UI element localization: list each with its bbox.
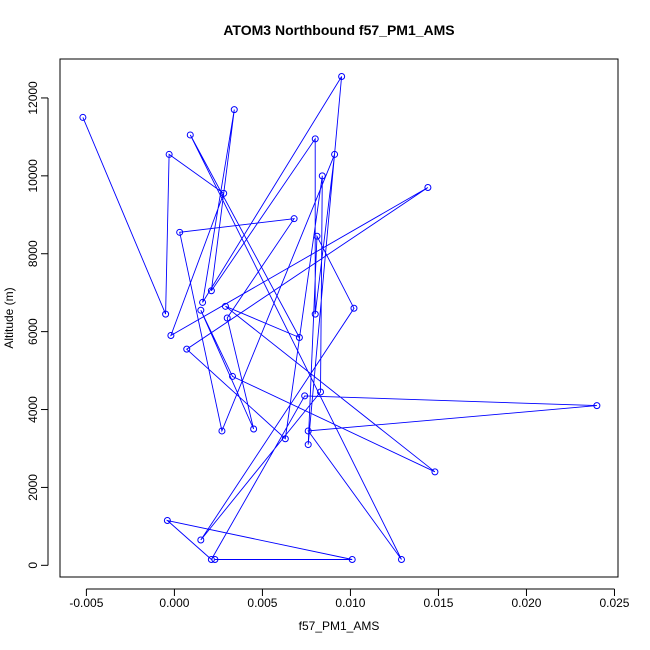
data-point [165, 150, 173, 158]
y-tick-label: 10000 [26, 159, 40, 193]
y-tick-label: 2000 [26, 474, 40, 501]
data-point [311, 135, 319, 143]
data-point [311, 310, 319, 318]
data-point [207, 555, 215, 563]
data-point [229, 372, 237, 380]
data-point [318, 172, 326, 180]
y-tick-label: 4000 [26, 396, 40, 423]
data-point [250, 425, 258, 433]
chart-title: ATOM3 Northbound f57_PM1_AMS [223, 22, 454, 38]
x-axis-label: f57_PM1_AMS [299, 619, 380, 633]
data-point [317, 388, 325, 396]
data-point [79, 113, 87, 121]
data-point [295, 333, 303, 341]
y-tick-label: 0 [26, 562, 40, 569]
data-point [176, 228, 184, 236]
data-point [197, 306, 205, 314]
x-tick-label: 0.020 [511, 596, 541, 610]
y-axis-label: Altitude (m) [2, 287, 16, 348]
data-point [220, 189, 228, 197]
data-point [304, 427, 312, 435]
data-point [218, 427, 226, 435]
x-axis: -0.005 0.000 0.005 0.010 0.015 0.020 0.025 [69, 588, 630, 610]
data-point [593, 402, 601, 410]
plot-frame [59, 58, 619, 578]
data-point [424, 184, 432, 192]
data-point [304, 441, 312, 449]
y-axis: 0 2000 4000 6000 8000 10000 12000 [26, 81, 49, 569]
data-point [313, 232, 321, 240]
data-point [183, 345, 191, 353]
data-point [163, 517, 171, 525]
series-line [82, 76, 597, 561]
x-tick-label: 0.010 [335, 596, 365, 610]
y-tick-label: 12000 [26, 81, 40, 115]
x-tick-label: 0.015 [423, 596, 453, 610]
data-point [162, 310, 170, 318]
data-point [350, 304, 358, 312]
plot-area [79, 73, 601, 563]
data-point [199, 298, 207, 306]
y-tick-label: 8000 [26, 240, 40, 267]
data-point [281, 435, 289, 443]
data-point [221, 302, 229, 310]
data-point [397, 555, 405, 563]
data-point [301, 392, 309, 400]
x-tick-label: 0.000 [159, 596, 189, 610]
data-point [331, 150, 339, 158]
data-point [338, 73, 346, 81]
x-tick-label: 0.005 [247, 596, 277, 610]
data-point [207, 287, 215, 295]
data-point [348, 555, 356, 563]
data-point [211, 555, 219, 563]
data-point [290, 215, 298, 223]
data-point [167, 332, 175, 340]
data-point [197, 536, 205, 544]
data-point [223, 314, 231, 322]
x-tick-label: -0.005 [69, 596, 103, 610]
data-point [230, 106, 238, 114]
data-point [431, 468, 439, 476]
x-tick-label: 0.025 [599, 596, 629, 610]
data-point [186, 131, 194, 139]
y-tick-label: 6000 [26, 318, 40, 345]
